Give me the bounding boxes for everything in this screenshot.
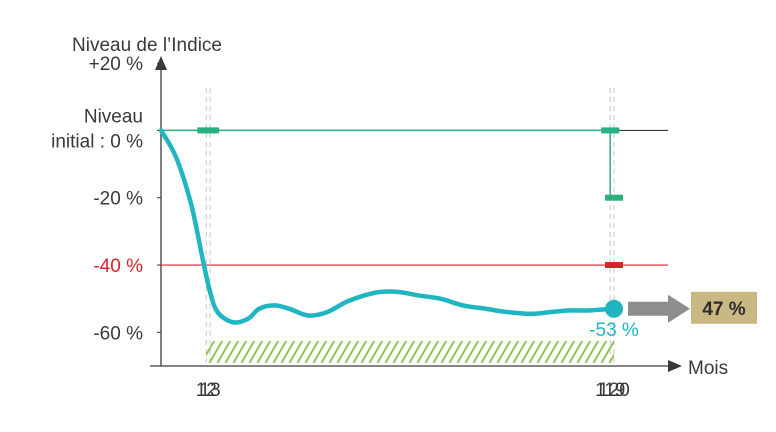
- y-tick-label: +20 %: [89, 54, 144, 75]
- y-tick-label: Niveau: [84, 106, 143, 127]
- y-tick-label: -20 %: [93, 189, 143, 210]
- result-box: [691, 291, 757, 324]
- final-point-marker: [605, 299, 623, 318]
- observation-marker: [605, 262, 623, 269]
- hatched-region: [206, 341, 615, 363]
- observation-marker: [201, 127, 220, 134]
- x-tick-label: 120: [598, 380, 630, 401]
- y-tick-label: -40 %: [93, 256, 143, 277]
- x-tick-label: 12: [196, 380, 217, 401]
- result-arrow: [628, 294, 690, 323]
- y-tick-label: initial : 0 %: [51, 131, 143, 152]
- y-tick-label: -60 %: [93, 323, 143, 344]
- x-tick-label: 13: [200, 380, 221, 401]
- x-axis-title: Mois: [688, 358, 728, 379]
- observation-marker: [605, 194, 623, 201]
- observation-marker: [601, 127, 620, 134]
- barrier-step-line: [161, 129, 622, 199]
- result-value: 47 %: [702, 299, 745, 320]
- y-axis-title: Niveau de l’Indice: [72, 35, 222, 56]
- index-level-line: [158, 128, 617, 325]
- x-axis-arrow: [668, 360, 682, 372]
- x-tick-label: 119: [595, 380, 625, 401]
- final-point-label: -53 %: [589, 320, 639, 341]
